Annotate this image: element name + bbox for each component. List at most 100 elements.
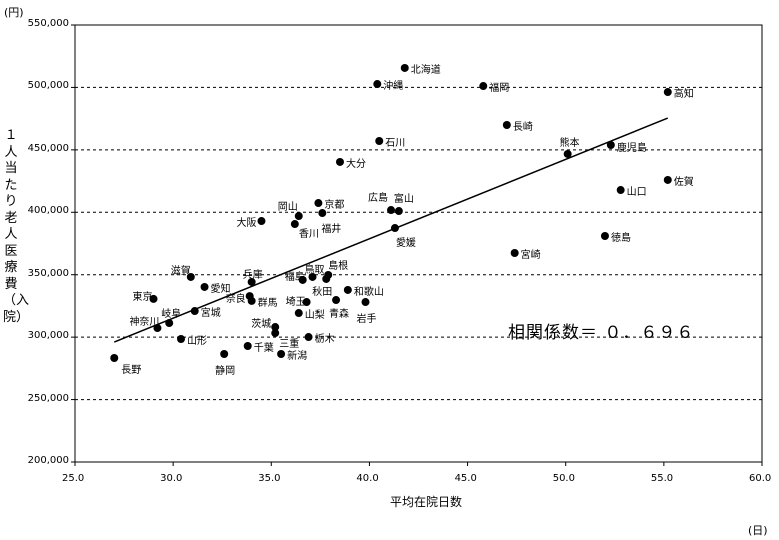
- data-point: [394, 207, 403, 216]
- data-point: [200, 282, 209, 291]
- data-point: [290, 220, 299, 229]
- data-point: [247, 296, 256, 305]
- trend-line: [113, 117, 669, 343]
- point-label: 千葉: [253, 343, 274, 354]
- data-point: [361, 298, 370, 307]
- point-label: 静岡: [215, 365, 236, 377]
- data-point: [190, 307, 199, 316]
- data-point: [153, 324, 162, 333]
- point-label: 茨城: [251, 319, 272, 331]
- data-point: [663, 88, 672, 97]
- point-label: 広島: [368, 193, 389, 205]
- data-point: [314, 199, 323, 208]
- point-label: 鳥取: [304, 264, 325, 276]
- point-label: 福島: [284, 271, 305, 283]
- data-point: [502, 121, 511, 130]
- point-label: 青森: [329, 309, 350, 321]
- data-point: [271, 329, 280, 338]
- data-point: [616, 186, 625, 195]
- data-point: [304, 333, 313, 342]
- data-point: [390, 224, 399, 233]
- point-label: 東京: [132, 291, 153, 303]
- data-point: [247, 277, 256, 286]
- x-axis-title: 平均在院日数: [390, 495, 463, 509]
- point-label: 愛媛: [395, 238, 416, 250]
- point-label: 群馬: [257, 297, 278, 309]
- data-point: [298, 275, 307, 284]
- y-tick-label: 500,000: [27, 80, 69, 92]
- y-axis-title: １人当たり老人医療費（入院）: [3, 128, 30, 325]
- point-label: 愛知: [210, 283, 231, 295]
- point-label: 神奈川: [129, 317, 160, 329]
- data-point: [318, 209, 327, 218]
- y-unit-label: (円): [4, 6, 24, 19]
- x-tick-label: 45.0: [454, 473, 477, 484]
- point-label: 埼玉: [285, 297, 306, 309]
- point-label: 山口: [626, 187, 647, 199]
- data-point: [294, 309, 303, 318]
- y-tick-label: 350,000: [27, 267, 69, 279]
- point-label: 島根: [328, 260, 349, 272]
- point-label: 岡山: [277, 202, 298, 214]
- x-tick-label: 30.0: [160, 473, 183, 484]
- y-tick-label: 400,000: [27, 205, 69, 217]
- x-tick-label: 55.0: [650, 473, 674, 484]
- point-label: 大阪: [236, 218, 257, 230]
- data-point: [563, 149, 572, 158]
- point-label: 熊本: [559, 137, 580, 149]
- point-label: 栃木: [314, 334, 335, 346]
- point-label: 長野: [121, 364, 142, 376]
- point-label: 大分: [345, 158, 366, 170]
- data-point: [335, 157, 344, 166]
- plot-frame: [74, 24, 763, 463]
- y-tick-label: 300,000: [27, 330, 69, 342]
- y-tick-label: 200,000: [27, 455, 69, 466]
- data-point: [277, 349, 286, 358]
- point-label: 京都: [324, 200, 345, 212]
- point-label: 秋田: [312, 286, 333, 298]
- y-tick-label: 250,000: [27, 392, 69, 404]
- y-tick-label: 550,000: [27, 18, 69, 29]
- x-tick-label: 60.0: [749, 473, 772, 484]
- data-point: [322, 274, 331, 283]
- data-point: [387, 206, 396, 215]
- x-tick-label: 50.0: [552, 473, 575, 484]
- x-tick-label: 40.0: [356, 473, 379, 484]
- point-label: 長崎: [512, 122, 533, 133]
- data-point: [479, 82, 488, 91]
- point-label: 滋賀: [170, 265, 191, 277]
- data-point: [243, 342, 252, 351]
- point-label: 奈良: [225, 294, 246, 306]
- data-point: [600, 232, 609, 241]
- point-label: 香川: [298, 229, 319, 241]
- point-label: 佐賀: [673, 176, 694, 188]
- point-label: 石川: [385, 137, 406, 149]
- data-point: [375, 136, 384, 145]
- x-tick-label: 25.0: [62, 473, 85, 484]
- point-label: 沖縄: [383, 81, 404, 93]
- y-tick-label: 450,000: [27, 142, 69, 154]
- data-point: [257, 217, 266, 226]
- data-point: [176, 335, 185, 344]
- data-point: [373, 80, 382, 89]
- data-point: [110, 353, 119, 362]
- data-point: [332, 296, 341, 305]
- point-label: 富山: [393, 194, 414, 206]
- point-label: 徳島: [610, 233, 631, 244]
- point-label: 和歌山: [353, 286, 384, 298]
- data-point: [663, 175, 672, 184]
- point-label: 北海道: [410, 64, 441, 76]
- x-tick-label: 35.0: [258, 473, 281, 484]
- point-label: 新潟: [287, 350, 308, 362]
- point-label: 山形: [186, 336, 207, 348]
- point-label: 三重: [279, 339, 300, 351]
- data-point: [294, 212, 303, 221]
- point-label: 兵庫: [242, 269, 263, 281]
- data-point: [302, 298, 311, 307]
- point-label: 宮城: [200, 308, 221, 320]
- point-label: 高知: [673, 89, 694, 101]
- point-label: 岐阜: [161, 309, 182, 321]
- data-point: [510, 248, 519, 257]
- data-point: [343, 285, 352, 294]
